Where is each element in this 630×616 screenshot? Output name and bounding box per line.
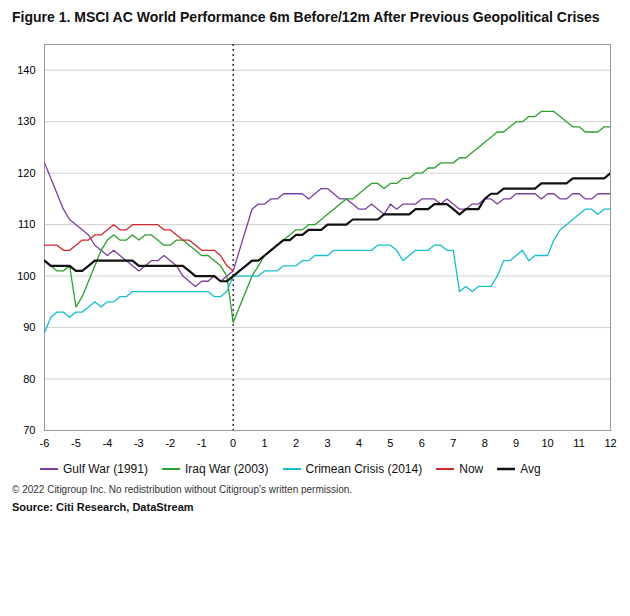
svg-text:-5: -5 bbox=[71, 437, 81, 449]
svg-text:0: 0 bbox=[230, 437, 236, 449]
svg-text:-6: -6 bbox=[40, 437, 50, 449]
svg-text:-3: -3 bbox=[134, 437, 144, 449]
html-text:Crimean Crisis (2014): Crimean Crisis (2014) bbox=[305, 462, 423, 477]
svg-text:8: 8 bbox=[482, 437, 488, 449]
svg-text:90: 90 bbox=[23, 321, 35, 333]
html-text:Now: Now bbox=[459, 462, 484, 477]
html-text:Avg: Avg bbox=[520, 462, 541, 477]
svg-text:130: 130 bbox=[17, 115, 35, 127]
html-text:Figure 1. MSCI AC World Perfor: Figure 1. MSCI AC World Performance 6m B… bbox=[12, 9, 600, 25]
html-text:Iraq War (2003): Iraq War (2003) bbox=[184, 462, 269, 477]
svg-text:4: 4 bbox=[356, 437, 362, 449]
html-text:© 2022 Citigroup Inc. No redis: © 2022 Citigroup Inc. No redistribution … bbox=[12, 484, 353, 496]
svg-text:110: 110 bbox=[18, 218, 36, 230]
svg-text:7: 7 bbox=[450, 437, 456, 449]
svg-text:3: 3 bbox=[324, 437, 330, 449]
svg-text:-4: -4 bbox=[102, 437, 112, 449]
svg-text:11: 11 bbox=[573, 437, 584, 449]
svg-text:10: 10 bbox=[541, 437, 553, 449]
svg-text:70: 70 bbox=[23, 424, 35, 436]
svg-text:9: 9 bbox=[513, 437, 519, 449]
html-text:Source: Citi Research, DataStr: Source: Citi Research, DataStream bbox=[12, 501, 194, 514]
svg-text:120: 120 bbox=[17, 167, 35, 179]
html-text:Gulf War (1991): Gulf War (1991) bbox=[63, 462, 148, 477]
svg-text:-2: -2 bbox=[165, 437, 175, 449]
svg-text:12: 12 bbox=[604, 437, 616, 449]
svg-text:-1: -1 bbox=[197, 437, 207, 449]
svg-text:2: 2 bbox=[293, 437, 299, 449]
svg-text:100: 100 bbox=[17, 270, 35, 282]
svg-text:5: 5 bbox=[387, 437, 393, 449]
svg-text:6: 6 bbox=[419, 437, 425, 449]
svg-text:80: 80 bbox=[23, 373, 35, 385]
svg-text:1: 1 bbox=[262, 437, 268, 449]
svg-text:140: 140 bbox=[17, 64, 35, 76]
